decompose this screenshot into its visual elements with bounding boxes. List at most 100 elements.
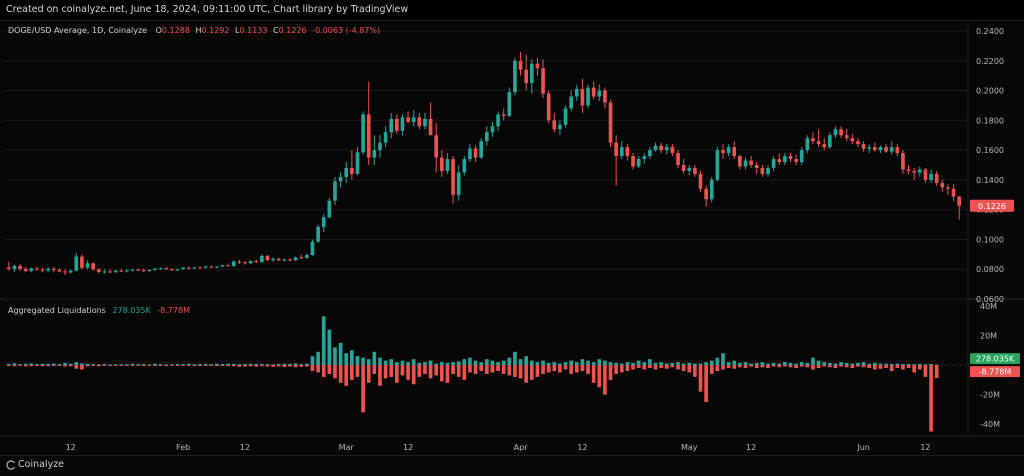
short-liquidation-bar — [563, 365, 568, 370]
short-liquidation-bar — [136, 365, 140, 366]
short-liquidation-bar — [372, 365, 377, 374]
long-liquidation-bar — [423, 362, 427, 366]
candle-body — [619, 147, 624, 157]
candle-body — [518, 60, 523, 70]
price-axis-tick-label: 0.2400 — [976, 27, 1004, 36]
candle-body — [754, 165, 759, 168]
candle-body — [305, 255, 309, 259]
low-value: 0.1133 — [239, 26, 268, 35]
short-liquidation-bar — [597, 365, 602, 388]
long-liquidation-bar — [350, 350, 354, 366]
candle-body — [552, 120, 557, 130]
long-liquidation-bar — [80, 363, 84, 366]
candle-body — [839, 129, 843, 136]
long-liquidation-bar — [878, 363, 883, 366]
long-liquidation-bar — [597, 359, 602, 366]
price-axis-tick-label: 0.2000 — [976, 87, 1004, 96]
price-axis-tick-label: 0.1600 — [976, 146, 1004, 155]
candle-body — [153, 268, 157, 270]
long-liquidation-bar — [811, 357, 815, 366]
candle-body — [642, 156, 647, 160]
long-liquidation-bar — [619, 363, 624, 366]
price-axis-tick-label: 0.2200 — [976, 57, 1004, 66]
candle-body — [338, 176, 343, 182]
candle-body — [248, 261, 253, 264]
short-liquidation-bar — [625, 365, 630, 371]
short-liquidation-bar — [507, 365, 512, 376]
long-liquidation-bar — [18, 364, 22, 366]
short-liquidation-bar — [423, 365, 427, 374]
long-liquidation-bar — [293, 363, 298, 366]
short-liquidation-bar — [777, 365, 782, 368]
candle-body — [423, 118, 427, 127]
short-liquidation-bar — [754, 365, 759, 369]
long-liquidation-bar — [884, 363, 888, 366]
short-liquidation-bar — [709, 365, 714, 374]
long-liquidation-bar — [344, 353, 349, 366]
long-liquidation-bar — [164, 364, 169, 366]
candle-body — [12, 265, 17, 270]
short-liquidation-bar — [889, 365, 894, 371]
short-liquidation-bar — [614, 365, 618, 374]
long-liquidation-bar — [704, 362, 708, 366]
long-liquidation-bar — [147, 364, 152, 366]
short-liquidation-bar — [389, 365, 394, 377]
long-liquidation-bar — [74, 362, 79, 366]
candle-body — [693, 167, 697, 174]
candle-body — [715, 150, 720, 180]
long-liquidation-bar — [406, 362, 410, 366]
candle-body — [614, 142, 618, 157]
candle-body — [366, 114, 371, 158]
short-liquidation-bar — [687, 365, 692, 373]
short-liquidation-bar — [141, 365, 146, 366]
long-liquidation-bar — [698, 363, 703, 366]
candle-body — [271, 258, 275, 260]
brand-name[interactable]: Coinalyze — [18, 459, 65, 470]
candle-body — [378, 142, 382, 151]
short-liquidation-bar — [113, 365, 118, 366]
candle-body — [96, 269, 101, 272]
long-liquidation-bar — [608, 362, 613, 366]
long-liquidation-bar — [439, 362, 444, 366]
short-liquidation-bar — [783, 365, 787, 367]
long-liquidation-bar — [141, 364, 146, 366]
candle-body — [625, 147, 630, 157]
long-liquidation-bar — [125, 364, 129, 366]
candle-body — [23, 268, 28, 272]
short-liquidation-bar — [344, 365, 349, 386]
short-liquidation-bar — [479, 365, 484, 371]
short-liquidation-bar — [46, 365, 51, 367]
long-liquidation-bar — [63, 362, 67, 366]
candle-body — [541, 68, 545, 94]
short-liquidation-bar — [18, 365, 22, 366]
short-liquidation-bar — [844, 365, 849, 368]
candle-body — [439, 157, 444, 171]
candle-body — [929, 173, 933, 180]
short-liquidation-bar — [743, 365, 748, 369]
candle-body — [18, 265, 22, 269]
long-liquidation-bar — [648, 359, 652, 366]
low-label: L — [235, 26, 240, 35]
long-liquidation-bar — [929, 364, 933, 366]
price-legend: DOGE/USD Average, 1D, Coinalyze O0.1288 … — [8, 26, 380, 35]
short-liquidation-bar — [473, 365, 478, 374]
candle-body — [479, 141, 484, 158]
long-liquidation-bar — [40, 363, 45, 366]
short-liquidation-bar — [884, 365, 888, 369]
long-liquidation-bar — [580, 359, 585, 366]
long-liquidation-bar — [119, 364, 124, 366]
long-liquidation-bar — [805, 362, 810, 366]
long-liquidation-bar — [299, 364, 304, 366]
short-liquidation-bar — [608, 365, 613, 380]
candle-body — [873, 147, 877, 151]
candle-body — [856, 141, 860, 145]
long-liquidation-bar — [113, 364, 118, 366]
short-liquidation-bar — [271, 365, 275, 367]
chart-credit-text: Created on coinalyze.net, June 18, 2024,… — [6, 4, 409, 15]
candle-body — [63, 271, 67, 273]
short-liquidation-bar — [254, 365, 259, 367]
long-liquidation-bar — [749, 363, 753, 366]
candle-body — [698, 173, 703, 189]
long-liquidation-bar — [681, 363, 686, 366]
short-liquidation-bar — [276, 365, 281, 367]
